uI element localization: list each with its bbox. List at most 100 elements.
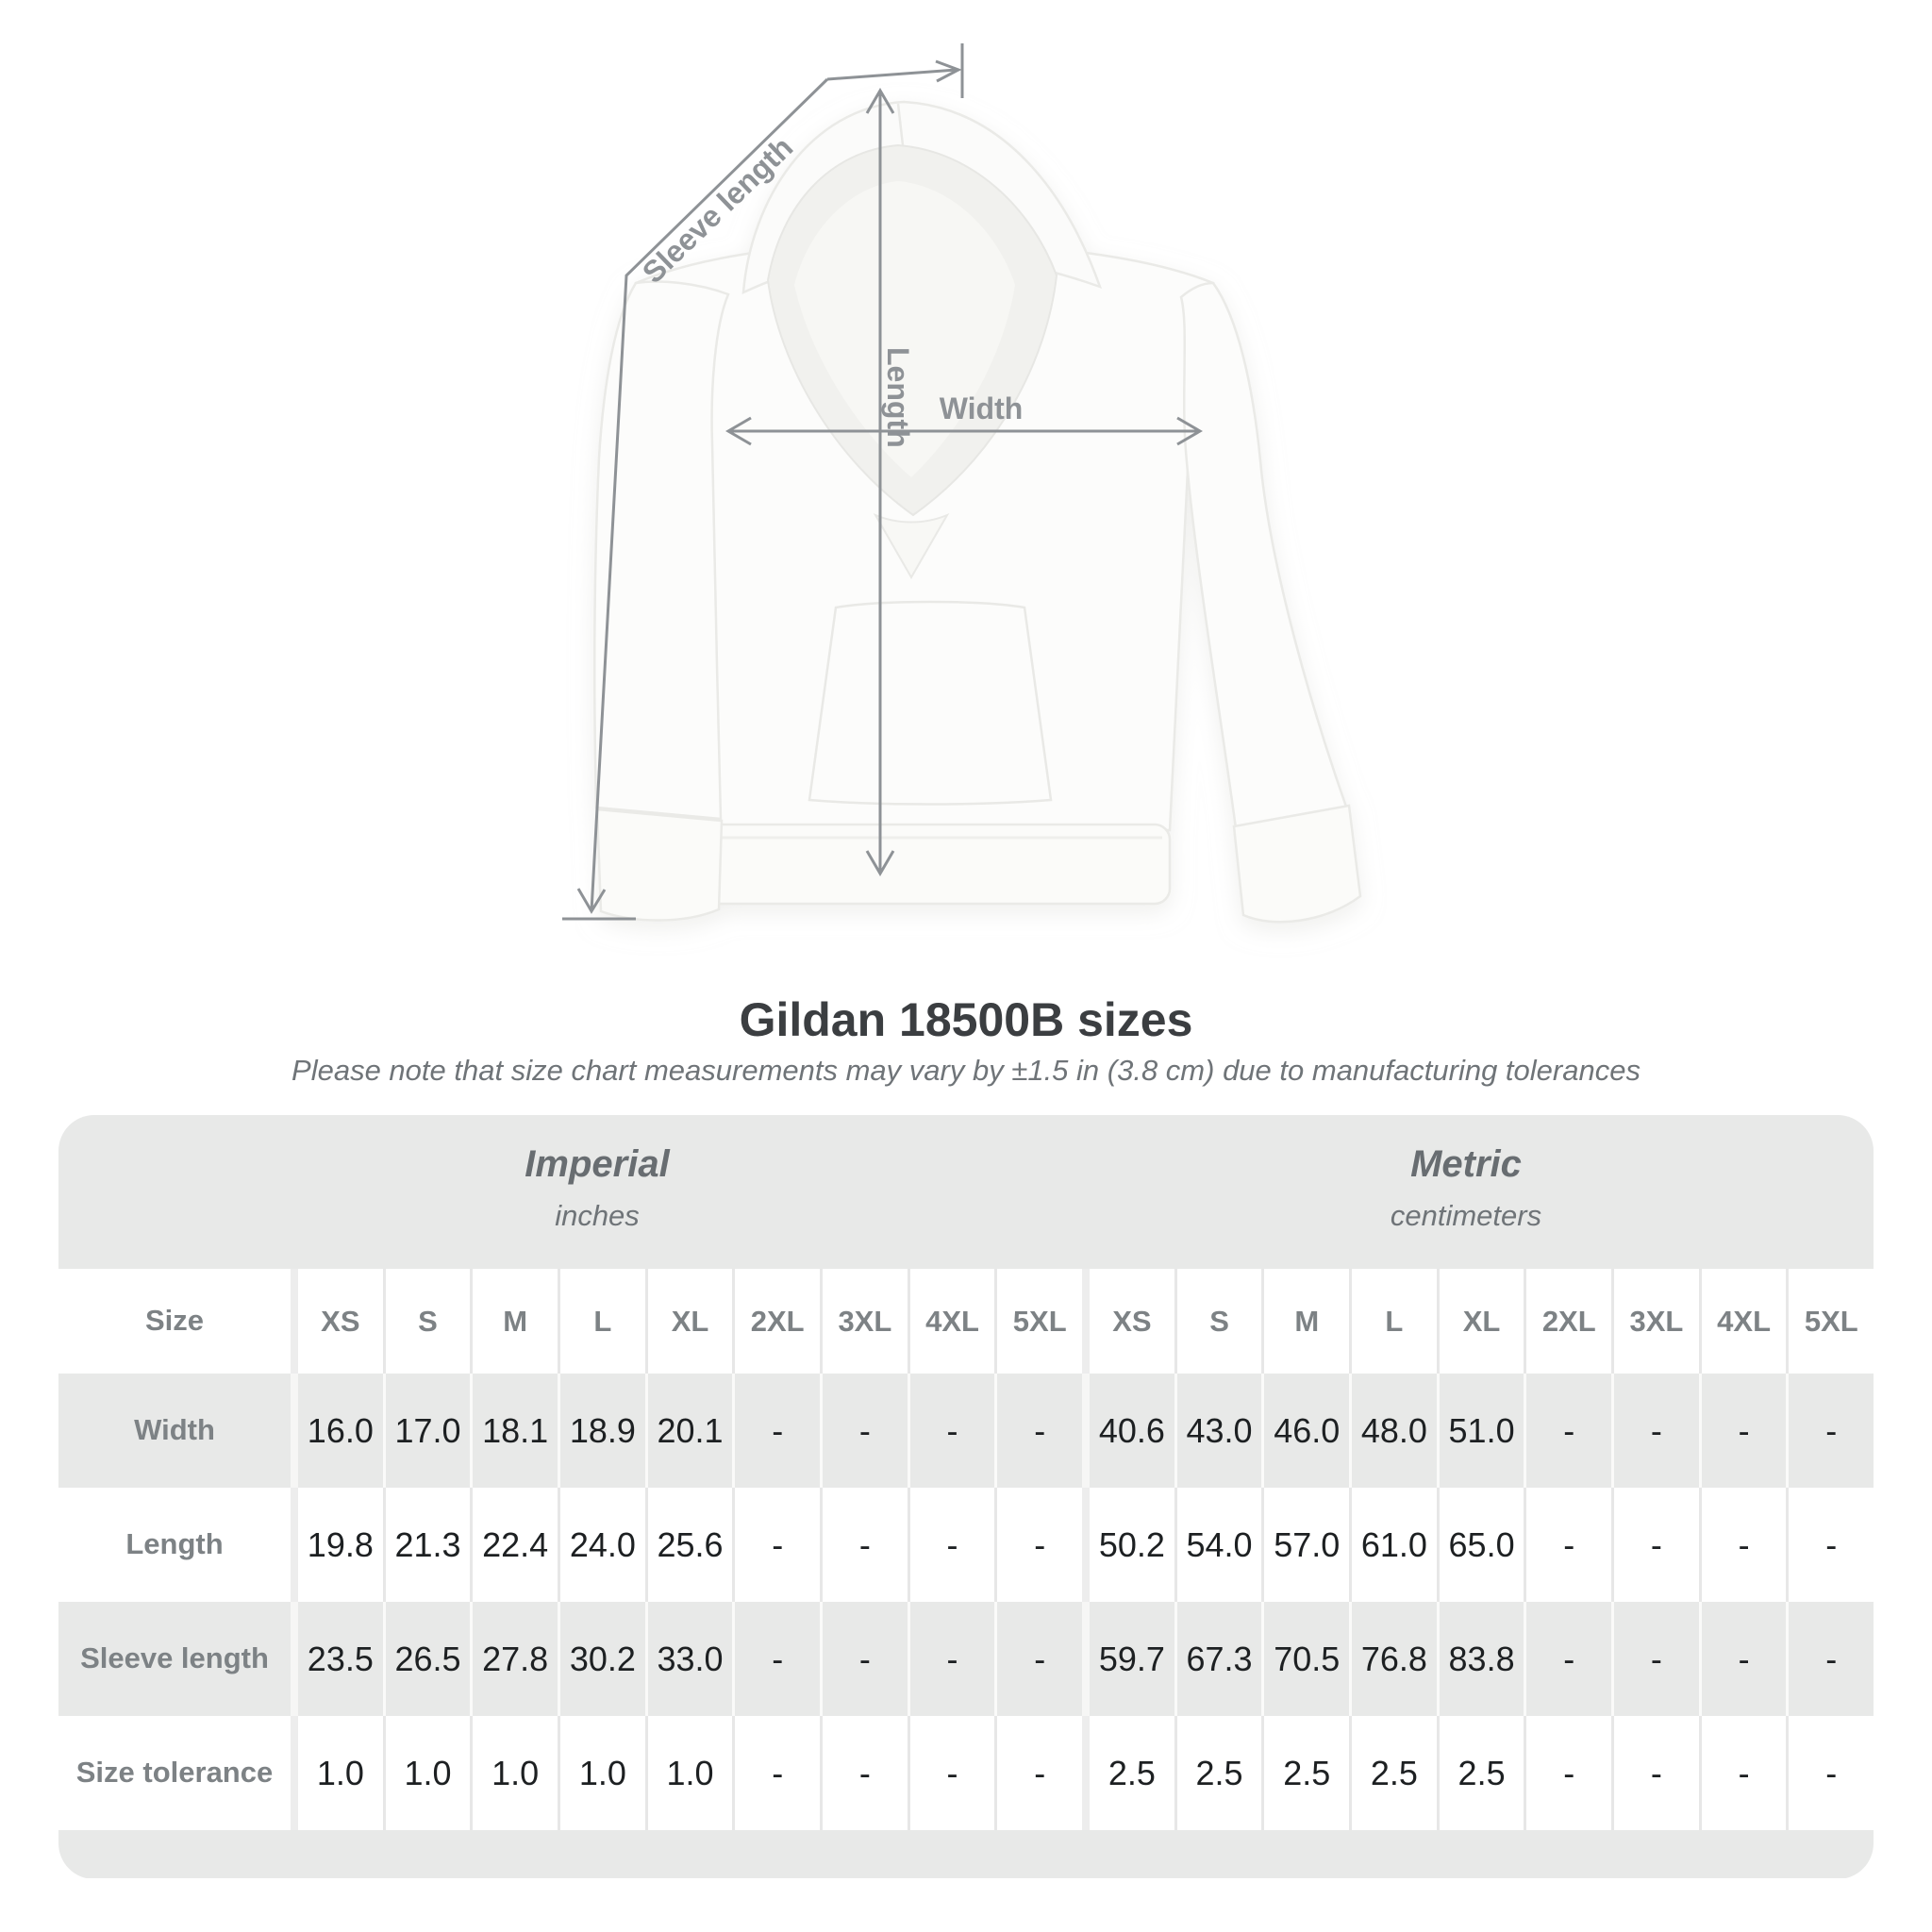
table-cell: 30.2: [558, 1602, 645, 1716]
neckline-drape: [873, 512, 950, 580]
table-cell: 2.5: [1261, 1716, 1349, 1830]
table-cell: -: [1698, 1374, 1787, 1488]
hoodie-right-cuff: [1232, 804, 1362, 924]
table-cell: 48.0: [1349, 1374, 1437, 1488]
size-header-label: Size: [144, 1304, 205, 1338]
table-cell: -: [1698, 1602, 1787, 1716]
table-cell: -: [1611, 1716, 1699, 1830]
hoodie-left-sleeve: [593, 280, 730, 821]
table-footer-band: [58, 1830, 1874, 1878]
hoodie-left-cuff: [595, 808, 724, 922]
length-arrowhead-down: [865, 850, 895, 876]
table-row: Sleeve length 23.5 26.5 27.8 30.2 33.0- - - -59.…: [58, 1602, 1874, 1716]
table-cell: 27.8: [470, 1602, 558, 1716]
hoodie-pocket: [808, 600, 1053, 806]
size-column-header: 3XL: [820, 1269, 908, 1374]
table-cell: -: [820, 1488, 908, 1602]
size-column-header: 4XL: [1698, 1269, 1787, 1374]
table-cell: 59.7: [1082, 1602, 1174, 1716]
table-cell: 23.5: [291, 1602, 383, 1716]
table-cell: -: [994, 1374, 1082, 1488]
size-column-header: M: [470, 1269, 558, 1374]
table-cell: 1.0: [644, 1716, 733, 1830]
metric-section-header: Metric centimeters: [1081, 1115, 1874, 1269]
sleeve-length-top-segment: [826, 68, 958, 81]
table-cell: 19.8: [291, 1488, 383, 1602]
hood-lining: [794, 181, 1015, 477]
table-cell: 22.4: [470, 1488, 558, 1602]
table-cell: -: [1524, 1716, 1611, 1830]
table-row: Width 16.0 17.0 18.1 18.9 20.1- - - -40.6 43.0 46.…: [58, 1374, 1874, 1488]
table-cell: -: [732, 1602, 820, 1716]
length-arrowhead-up: [865, 88, 895, 114]
table-row: Length 19.8 21.3 22.4 24.0 25.6- - - -50.2 54.0 57…: [58, 1488, 1874, 1602]
table-cell: 70.5: [1261, 1602, 1349, 1716]
size-table: Imperial inches Metric centimeters Size X…: [58, 1115, 1874, 1879]
table-cell: 76.8: [1349, 1602, 1437, 1716]
table-cell: 46.0: [1261, 1374, 1349, 1488]
table-cell: 25.6: [644, 1488, 733, 1602]
table-cell: -: [1611, 1488, 1699, 1602]
table-cell: -: [820, 1374, 908, 1488]
table-cell: -: [907, 1374, 995, 1488]
table-cell: 61.0: [1349, 1488, 1437, 1602]
table-size-header-row: Size XS S M L XL 2XL 3XL 4XL 5XL XS S M L XL 2XL 3XL 4XL 5…: [58, 1269, 1874, 1374]
size-column-header: 5XL: [1786, 1269, 1874, 1374]
hoodie-measurement-diagram: Sleeve length Length Width: [562, 43, 1362, 924]
row-label: Size tolerance: [75, 1756, 274, 1790]
row-label: Sleeve length: [80, 1641, 269, 1675]
table-cell: -: [1786, 1488, 1874, 1602]
size-column-header: S: [382, 1269, 471, 1374]
table-cell: -: [1524, 1602, 1611, 1716]
table-cell: -: [1524, 1374, 1611, 1488]
row-label: Length: [125, 1527, 224, 1561]
table-cell: 43.0: [1174, 1374, 1262, 1488]
row-label: Width: [134, 1413, 215, 1447]
table-cell: 67.3: [1174, 1602, 1262, 1716]
table-cell: -: [907, 1716, 995, 1830]
width-arrowhead-left: [725, 416, 752, 446]
table-row: Size tolerance 1.0 1.0 1.0 1.0 1.0- - - -2.5 2.5 2…: [58, 1716, 1874, 1830]
table-cell: 1.0: [558, 1716, 645, 1830]
table-cell: -: [732, 1716, 820, 1830]
table-cell: 26.5: [382, 1602, 471, 1716]
size-column-header: L: [1349, 1269, 1437, 1374]
table-cell: 2.5: [1082, 1716, 1174, 1830]
table-cell: -: [1524, 1488, 1611, 1602]
table-cell: 57.0: [1261, 1488, 1349, 1602]
table-cell: -: [907, 1602, 995, 1716]
imperial-section-header: Imperial inches: [58, 1115, 1081, 1269]
size-column-header: M: [1261, 1269, 1349, 1374]
size-column-header: S: [1174, 1269, 1262, 1374]
table-cell: -: [1698, 1716, 1787, 1830]
table-cell: -: [1786, 1374, 1874, 1488]
size-column-header: XS: [1082, 1269, 1174, 1374]
table-cell: 16.0: [291, 1374, 383, 1488]
table-cell: -: [820, 1602, 908, 1716]
table-cell: 24.0: [558, 1488, 645, 1602]
table-cell: -: [1611, 1374, 1699, 1488]
table-cell: 51.0: [1436, 1374, 1524, 1488]
table-cell: 83.8: [1436, 1602, 1524, 1716]
length-label: Length: [881, 347, 915, 448]
table-cell: 18.9: [558, 1374, 645, 1488]
hoodie-illustration: [593, 100, 1362, 924]
hood-center-seam: [896, 103, 905, 146]
width-label: Width: [940, 391, 1024, 425]
size-column-header: 4XL: [907, 1269, 995, 1374]
page-subtitle: Please note that size chart measurements…: [291, 1054, 1641, 1087]
table-cell: -: [994, 1716, 1082, 1830]
size-column-header: XL: [1436, 1269, 1524, 1374]
size-column-header: XS: [291, 1269, 383, 1374]
table-cell: -: [1786, 1716, 1874, 1830]
table-cell: -: [820, 1716, 908, 1830]
table-cell: -: [994, 1488, 1082, 1602]
table-cell: 54.0: [1174, 1488, 1262, 1602]
table-cell: -: [732, 1488, 820, 1602]
size-column-header: 2XL: [1524, 1269, 1611, 1374]
table-cell: 2.5: [1349, 1716, 1437, 1830]
table-cell: -: [907, 1488, 995, 1602]
size-column-header: 5XL: [994, 1269, 1082, 1374]
table-cell: 1.0: [291, 1716, 383, 1830]
